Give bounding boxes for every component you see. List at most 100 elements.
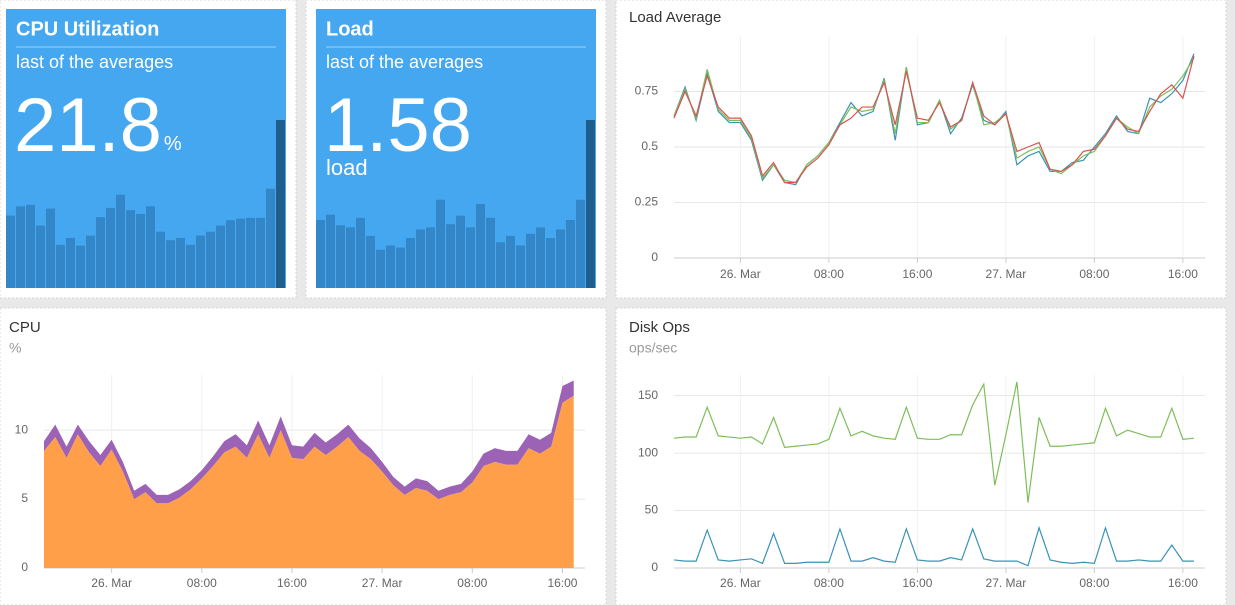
spark-bar [336, 225, 345, 288]
x-tick-label: 26. Mar [720, 576, 761, 590]
spark-bar [86, 235, 95, 288]
x-tick-label: 08:00 [1079, 576, 1109, 590]
x-tick-label: 27. Mar [986, 267, 1027, 281]
x-tick-label: 16:00 [547, 576, 577, 590]
spark-bar [16, 206, 25, 288]
stat-unit: load [326, 155, 368, 180]
spark-bar [346, 227, 355, 288]
y-tick-label: 0.25 [635, 195, 659, 209]
spark-bar [466, 227, 475, 288]
spark-bar [416, 229, 425, 288]
spark-bar [206, 231, 215, 288]
stat-value: 21.8 [14, 83, 162, 168]
spark-bar [106, 207, 115, 288]
x-tick-label: 08:00 [814, 576, 844, 590]
spark-bar [236, 218, 245, 288]
panel [615, 307, 1227, 605]
spark-bar [556, 229, 565, 288]
x-tick-label: 16:00 [277, 576, 307, 590]
line-series [673, 525, 1194, 567]
spark-bar [276, 120, 285, 288]
spark-bar [66, 237, 75, 288]
spark-bar [136, 214, 145, 288]
stat-title: Load [326, 18, 374, 40]
x-tick-label: 08:00 [457, 576, 487, 590]
spark-bar [456, 215, 465, 288]
x-tick-label: 27. Mar [986, 576, 1027, 590]
area-series [44, 380, 574, 504]
stat-title: CPU Utilization [16, 18, 159, 40]
stat-unit: % [164, 133, 182, 155]
spark-bar [586, 120, 595, 288]
y-tick-label: 150 [638, 388, 658, 402]
spark-bar [316, 219, 325, 288]
y-tick-label: 0.5 [641, 139, 658, 153]
spark-bar [436, 199, 445, 288]
spark-bar [26, 204, 35, 288]
spark-bar [396, 247, 405, 288]
spark-bar [376, 249, 385, 288]
panel [615, 0, 1227, 299]
spark-bar [536, 227, 545, 288]
chart-subtitle: % [9, 340, 21, 356]
area-series [44, 395, 574, 568]
spark-bar [496, 242, 505, 288]
line-series [673, 55, 1195, 184]
y-tick-label: 5 [21, 491, 28, 505]
x-tick-label: 26. Mar [720, 267, 761, 281]
spark-bar [476, 204, 485, 288]
x-tick-label: 16:00 [1168, 267, 1198, 281]
spark-bar [486, 217, 495, 288]
y-tick-label: 50 [645, 503, 659, 517]
spark-bar [46, 208, 55, 288]
y-tick-label: 0 [21, 560, 28, 574]
spark-bar [196, 235, 205, 288]
spark-bar [156, 231, 165, 288]
spark-bar [406, 238, 415, 288]
line-series [673, 381, 1195, 503]
spark-bar [446, 224, 455, 288]
spark-bar [176, 237, 185, 288]
spark-bar [226, 220, 235, 288]
spark-bar [506, 235, 515, 288]
spark-bar [386, 245, 395, 288]
spark-bar [526, 233, 535, 288]
spark-bar [96, 217, 105, 288]
spark-bar [566, 219, 575, 288]
spark-bar [366, 235, 375, 288]
chart-title: CPU [9, 319, 41, 336]
spark-bar [576, 199, 585, 288]
spark-bar [516, 245, 525, 288]
spark-bar [426, 227, 435, 288]
spark-bar [56, 244, 65, 288]
stat-subtitle: last of the averages [16, 52, 173, 72]
spark-bar [546, 238, 555, 288]
spark-bar [216, 225, 225, 288]
x-tick-label: 16:00 [902, 267, 932, 281]
spark-bar [166, 240, 175, 288]
y-tick-label: 10 [15, 422, 29, 436]
spark-bar [76, 245, 85, 288]
x-tick-label: 08:00 [1079, 267, 1109, 281]
spark-bar [186, 244, 195, 288]
spark-bar [36, 225, 45, 288]
spark-bar [356, 217, 365, 288]
y-tick-label: 100 [638, 445, 658, 459]
stat-value: 1.58 [324, 83, 472, 168]
spark-bar [326, 214, 335, 288]
stat-subtitle: last of the averages [326, 52, 483, 72]
spark-bar [266, 188, 275, 288]
chart-subtitle: ops/sec [629, 340, 677, 356]
y-tick-label: 0 [651, 560, 658, 574]
spark-bar [116, 194, 125, 288]
x-tick-label: 27. Mar [362, 576, 403, 590]
spark-bar [246, 217, 255, 288]
spark-bar [256, 217, 265, 288]
x-tick-label: 08:00 [814, 267, 844, 281]
x-tick-label: 16:00 [1168, 576, 1198, 590]
spark-bar [146, 206, 155, 288]
chart-title: Load Average [629, 9, 721, 26]
x-tick-label: 16:00 [902, 576, 932, 590]
y-tick-label: 0 [651, 250, 658, 264]
